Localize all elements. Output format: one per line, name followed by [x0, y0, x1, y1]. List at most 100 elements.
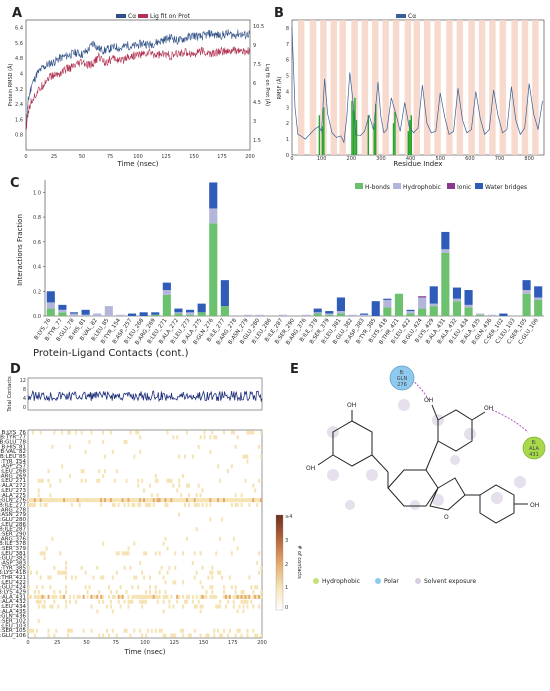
d-cell-34-81: [185, 594, 188, 599]
d-cell-14-60: [145, 498, 148, 503]
b-sse-band-0: [297, 20, 305, 155]
d-cell-10-16: [59, 478, 62, 483]
d-cell-14-73: [170, 498, 173, 503]
panel-d-total-ylabel: Total Contacts: [7, 376, 13, 413]
d-cell-14-26: [78, 498, 81, 503]
d-cell-14-117: [256, 498, 259, 503]
d-cell-0-38: [102, 430, 105, 435]
d-cell-30-55: [135, 575, 138, 580]
d-cell-14-40: [106, 498, 109, 503]
a-xtick-1: 25: [51, 154, 57, 160]
d-cell-14-31: [88, 498, 91, 503]
a-ytick-1: 1.6: [15, 117, 23, 123]
d-cell-42-36: [98, 633, 101, 638]
d-cell-14-14: [55, 498, 58, 503]
d-row-label-16: B:ARG_278: [0, 507, 26, 513]
d-cell-25-16: [59, 551, 62, 556]
d-cell-42-52: [129, 633, 132, 638]
d-cell-36-110: [242, 604, 245, 609]
d-cell-15-91: [205, 502, 208, 507]
d-cell-14-100: [223, 498, 226, 503]
d-cell-14-71: [166, 498, 169, 503]
d-cell-25-118: [258, 551, 261, 556]
d-cell-30-103: [228, 575, 231, 580]
b-ytick-5: 5: [286, 74, 289, 80]
residue-ala431: B: ALA 431: [522, 436, 546, 460]
residue-gln276: B: GLN 276: [389, 365, 415, 391]
d-cell-5-80: [184, 454, 187, 459]
c-xlabel-10: B:LEU_271: [147, 318, 169, 346]
c-xlabel-26: B:GLU_382: [332, 318, 354, 346]
d-cell-33-42: [109, 590, 112, 595]
d-cell-29-45: [115, 570, 118, 575]
c-bar-32-1: [418, 297, 427, 309]
d-cell-10-56: [137, 478, 140, 483]
c-bar-35-1: [452, 298, 462, 302]
d-cell-42-45: [115, 633, 118, 638]
d-xtick-0: 0: [26, 640, 29, 646]
d-cell-29-118: [258, 570, 261, 575]
d-cell-14-12: [51, 498, 54, 503]
d-cell-7-17: [61, 464, 64, 469]
c-bar-11-3: [174, 308, 183, 313]
d-cell-15-70: [164, 502, 167, 507]
d-cell-34-118: [258, 594, 261, 599]
d-cell-34-51: [127, 594, 130, 599]
d-cell-34-12: [51, 594, 54, 599]
d-cell-5-39: [104, 454, 107, 459]
c-xlabel-1: B:TYR_77: [44, 317, 64, 342]
d-top-ytick-1: 8: [23, 387, 26, 393]
d-cell-14-2: [31, 498, 34, 503]
d-row-label-10: B:LEU_271: [0, 478, 26, 484]
d-cell-5-112: [246, 454, 249, 459]
d-cell-34-93: [209, 594, 212, 599]
c-bar-38-1: [487, 314, 496, 316]
legend-swatch-polar-e: [375, 578, 381, 584]
d-cell-35-109: [240, 599, 243, 604]
d-cell-41-67: [158, 628, 161, 633]
d-cell-32-116: [254, 585, 257, 590]
d-cell-0-119: [260, 430, 263, 435]
a-xtick-7: 175: [217, 154, 227, 160]
d-cell-28-0: [28, 565, 31, 570]
d-cell-25-75: [174, 551, 177, 556]
c-bar-15-3: [220, 280, 229, 307]
d-cell-34-90: [203, 594, 206, 599]
d-cell-2-38: [102, 440, 105, 445]
atom-o-ring: O: [444, 514, 449, 521]
d-xtick-2: 50: [83, 640, 89, 646]
d-cell-14-0: [28, 498, 31, 503]
d-cell-0-52: [129, 430, 132, 435]
d-cell-10-66: [156, 478, 159, 483]
d-xtick-8: 200: [257, 640, 267, 646]
c-bar-34-1: [441, 249, 450, 253]
b-sse-band-12: [423, 20, 431, 155]
c-bar-12-0: [185, 314, 195, 316]
c-xlabel-36: B:LEU_434: [448, 317, 470, 345]
d-cell-33-119: [260, 590, 263, 595]
d-cell-35-76: [176, 599, 179, 604]
atom-oh-5: OH: [530, 502, 539, 509]
d-cell-36-85: [193, 604, 196, 609]
d-cell-35-114: [250, 599, 253, 604]
c-xlabel-23: B:ILE_378: [299, 317, 320, 343]
d-cell-35-5: [37, 599, 40, 604]
d-cell-34-35: [96, 594, 99, 599]
d-cell-14-82: [187, 498, 190, 503]
d-cell-32-93: [209, 585, 212, 590]
panel-e-legend: Hydrophobic Polar Solvent exposure: [313, 578, 476, 585]
c-bar-35-0: [452, 301, 462, 316]
panel-b-lines: [291, 27, 543, 144]
residue-chain-gln276: B:: [399, 370, 404, 376]
c-bar-0-3: [46, 291, 55, 303]
d-cell-1-76: [176, 435, 179, 440]
d-cell-34-110: [242, 594, 245, 599]
d-cell-9-38: [102, 473, 105, 478]
c-xlabel-34: B:ALA_431: [425, 318, 447, 346]
d-cell-14-5: [37, 498, 40, 503]
d-cell-28-27: [80, 565, 83, 570]
d-cell-36-7: [41, 604, 44, 609]
d-cell-34-17: [61, 594, 64, 599]
d-cell-0-6: [39, 430, 42, 435]
d-cell-30-22: [70, 575, 73, 580]
